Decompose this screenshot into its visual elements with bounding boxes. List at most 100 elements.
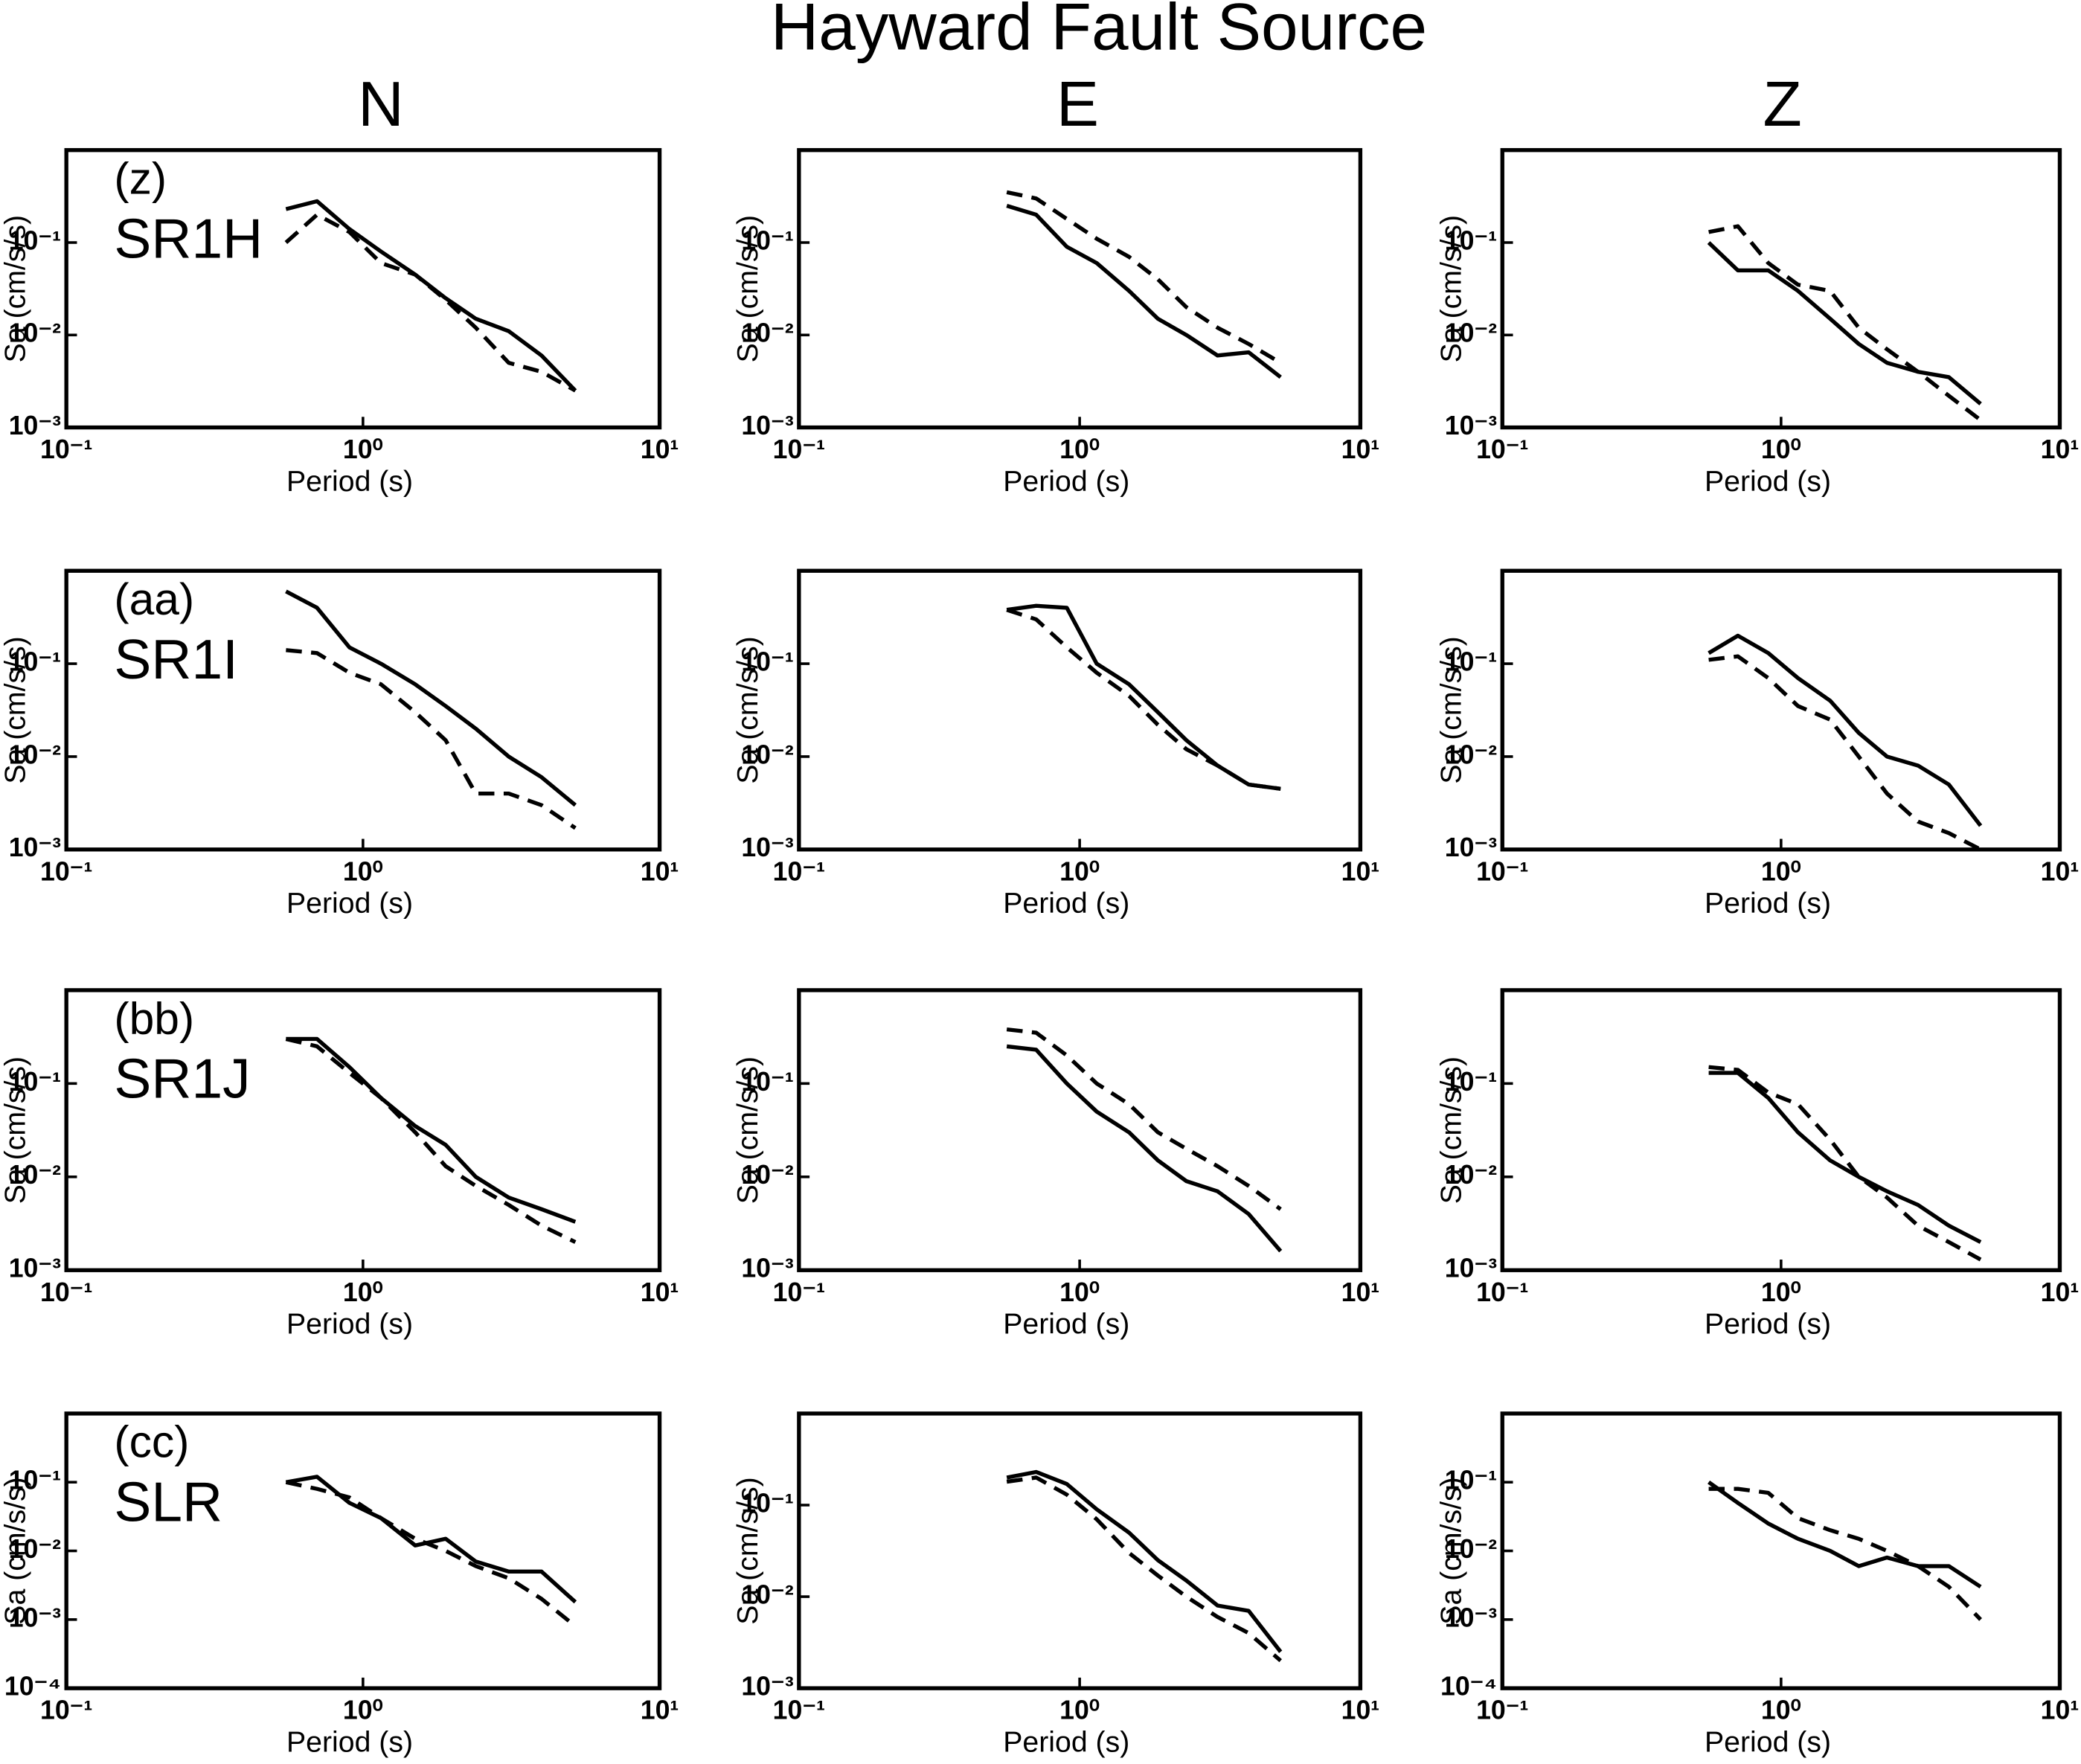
series-line [285,1480,577,1628]
x-tick-label: 10⁻¹ [773,1277,825,1307]
x-tick-label: 10⁰ [1059,1277,1100,1307]
series-line [1006,603,1281,791]
x-axis-label: Period (s) [286,1308,413,1341]
x-tick-label: 10⁻¹ [1476,1696,1528,1725]
plot-frame [1500,1411,2062,1690]
y-tick-label: 10⁻² [1445,740,1497,769]
series-line [1708,1071,1982,1244]
x-tick-label: 10¹ [1341,856,1380,886]
y-tick-label: 10⁻¹ [9,647,61,676]
series-line [1006,1475,1282,1663]
y-tick-label: 10⁻³ [741,411,793,440]
y-axis-label: Sa (cm/s/s) [731,1056,764,1204]
y-axis-label: Sa (cm/s/s) [731,636,764,783]
plot-frame [1500,568,2062,852]
x-tick-label: 10⁰ [1761,434,1801,464]
y-axis-label: Sa (cm/s/s) [731,1477,764,1624]
y-tick-label: 10⁻¹ [741,225,793,255]
x-axis-label: Period (s) [1003,1308,1129,1341]
y-tick-label: 10⁻² [9,1160,61,1190]
y-tick-label: 10⁻¹ [1445,1466,1497,1495]
x-tick-label: 10⁻¹ [40,1696,92,1725]
series-line [1708,633,1983,827]
y-tick-label: 10⁻³ [741,1254,793,1283]
series-line [1708,1481,1982,1589]
x-tick-label: 10⁰ [1059,856,1100,886]
plot-frame [1500,988,2062,1272]
series-line [286,1036,577,1224]
series-line [285,1475,577,1604]
series-line [1708,654,1982,852]
y-tick-label: 10⁻³ [9,1254,61,1283]
y-tick-label: 10⁻² [741,1160,793,1190]
station-label: SLR [114,1471,222,1533]
x-tick-label: 10¹ [2041,1696,2080,1725]
x-axis-label: Period (s) [1705,887,1831,920]
station-label: SR1J [114,1048,250,1110]
x-axis-label: Period (s) [286,887,413,920]
series-line [285,1036,577,1244]
y-tick-label: 10⁻² [9,318,61,348]
panel-label: (bb) [114,993,194,1044]
series-line [1708,1065,1982,1262]
x-axis-label: Period (s) [286,1725,413,1758]
series-line [1006,203,1282,379]
panel-label: (aa) [114,574,194,624]
series-line [1006,608,1281,791]
y-tick-label: 10⁻³ [741,833,793,862]
series-line [1006,190,1282,365]
y-axis-label: Sa (cm/s/s) [0,1056,32,1204]
x-tick-label: 10⁻¹ [40,856,92,886]
plot-frame [797,568,1363,852]
y-tick-label: 10⁻¹ [9,1067,61,1097]
plot-frame [1500,148,2062,430]
y-tick-label: 10⁻¹ [1445,647,1497,676]
x-tick-label: 10¹ [2041,856,2080,886]
y-tick-label: 10⁻³ [9,411,61,440]
x-tick-label: 10⁻¹ [40,1277,92,1307]
y-axis-label: Sa (cm/s/s) [0,636,32,783]
y-tick-label: 10⁻² [1445,318,1497,348]
y-tick-label: 10⁻³ [9,1603,61,1632]
y-axis-label: Sa (cm/s/s) [1435,636,1468,783]
x-axis-label: Period (s) [1003,887,1129,920]
x-tick-label: 10⁻¹ [40,434,92,464]
y-tick-label: 10⁻⁴ [4,1672,61,1702]
series-line [285,199,577,392]
x-tick-label: 10⁰ [343,1696,383,1725]
x-axis-label: Period (s) [1705,1308,1831,1341]
x-axis-label: Period (s) [1705,465,1831,498]
series-line [284,212,577,393]
y-axis-label: Sa (cm/s/s) [0,1477,32,1624]
y-tick-label: 10⁻⁴ [1440,1672,1497,1702]
x-tick-label: 10¹ [1341,434,1380,464]
x-tick-label: 10⁰ [343,1277,383,1307]
y-tick-label: 10⁻² [9,740,61,769]
column-title: Z [1763,68,1801,140]
y-tick-label: 10⁻² [741,318,793,348]
x-tick-label: 10¹ [641,1696,679,1725]
y-tick-label: 10⁻² [741,740,793,769]
x-tick-label: 10¹ [2041,434,2080,464]
y-tick-label: 10⁻² [1445,1534,1497,1564]
x-tick-label: 10¹ [1341,1277,1380,1307]
x-axis-label: Period (s) [286,465,413,498]
y-tick-label: 10⁻¹ [741,1067,793,1097]
series-line [1006,1044,1283,1253]
series-line [1006,1469,1283,1653]
figure-title: Hayward Fault Source [771,0,1427,64]
series-line [285,589,577,807]
y-axis-label: Sa (cm/s/s) [1435,1056,1468,1204]
y-tick-label: 10⁻¹ [741,647,793,676]
panel-label: (cc) [114,1417,189,1467]
y-tick-label: 10⁻¹ [9,225,61,255]
y-axis-label: Sa (cm/s/s) [1435,1477,1468,1624]
y-tick-label: 10⁻³ [9,833,61,862]
y-tick-label: 10⁻² [1445,1160,1497,1190]
column-title: N [358,68,404,140]
y-axis-label: Sa (cm/s/s) [0,215,32,362]
y-tick-label: 10⁻³ [1445,411,1497,440]
plot-frame [797,148,1363,430]
x-tick-label: 10⁻¹ [773,1696,825,1725]
